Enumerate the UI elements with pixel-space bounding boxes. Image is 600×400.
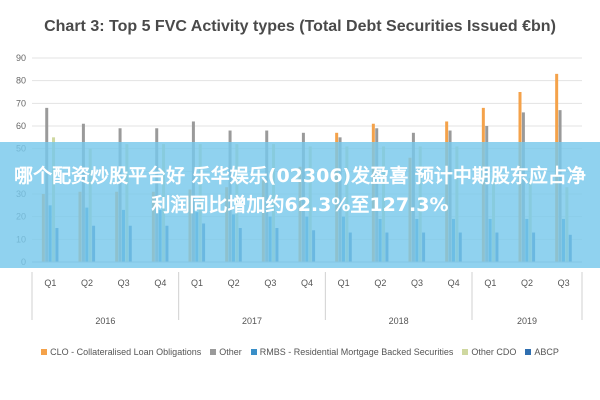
year-label: 2017 bbox=[242, 316, 262, 326]
x-tick-label: Q2 bbox=[374, 278, 386, 288]
year-label: 2016 bbox=[95, 316, 115, 326]
legend-swatch bbox=[525, 349, 532, 355]
legend-item: ABCP bbox=[525, 347, 559, 357]
year-label: 2019 bbox=[517, 316, 537, 326]
chart-title: Chart 3: Top 5 FVC Activity types (Total… bbox=[44, 18, 556, 35]
x-tick-label: Q2 bbox=[521, 278, 533, 288]
legend-swatch bbox=[210, 349, 217, 355]
x-tick-label: Q1 bbox=[44, 278, 56, 288]
x-tick-label: Q3 bbox=[411, 278, 423, 288]
legend-label: Other bbox=[219, 347, 242, 357]
legend-label: CLO - Collateralised Loan Obligations bbox=[50, 347, 202, 357]
y-tick-label: 90 bbox=[16, 53, 26, 63]
x-tick-label: Q1 bbox=[191, 278, 203, 288]
legend: CLO - Collateralised Loan Obligations Oth… bbox=[0, 347, 600, 357]
x-tick-label: Q3 bbox=[558, 278, 570, 288]
legend-swatch bbox=[462, 349, 469, 355]
legend-swatch bbox=[250, 349, 257, 355]
y-tick-label: 70 bbox=[16, 98, 26, 108]
legend-swatch bbox=[41, 349, 48, 355]
x-tick-label: Q4 bbox=[154, 278, 166, 288]
x-tick-label: Q1 bbox=[338, 278, 350, 288]
year-label: 2018 bbox=[389, 316, 409, 326]
y-tick-label: 80 bbox=[16, 76, 26, 86]
legend-item: CLO - Collateralised Loan Obligations bbox=[41, 347, 201, 357]
legend-label: ABCP bbox=[534, 347, 559, 357]
x-tick-label: Q4 bbox=[448, 278, 460, 288]
y-tick-label: 60 bbox=[16, 121, 26, 131]
x-tick-label: Q4 bbox=[301, 278, 313, 288]
legend-label: RMBS - Residential Mortgage Backed Secur… bbox=[259, 347, 454, 357]
legend-label: Other CDO bbox=[471, 347, 517, 357]
x-tick-label: Q2 bbox=[81, 278, 93, 288]
legend-item: Other bbox=[210, 347, 242, 357]
legend-item: RMBS - Residential Mortgage Backed Secur… bbox=[250, 347, 454, 357]
x-tick-label: Q3 bbox=[118, 278, 130, 288]
overlay-banner: 哪个配资炒股平台好 乐华娱乐(02306)发盈喜 预计中期股东应占净利润同比增加… bbox=[0, 142, 600, 268]
x-tick-label: Q1 bbox=[484, 278, 496, 288]
x-tick-label: Q3 bbox=[264, 278, 276, 288]
legend-item: Other CDO bbox=[462, 347, 516, 357]
x-tick-label: Q2 bbox=[228, 278, 240, 288]
